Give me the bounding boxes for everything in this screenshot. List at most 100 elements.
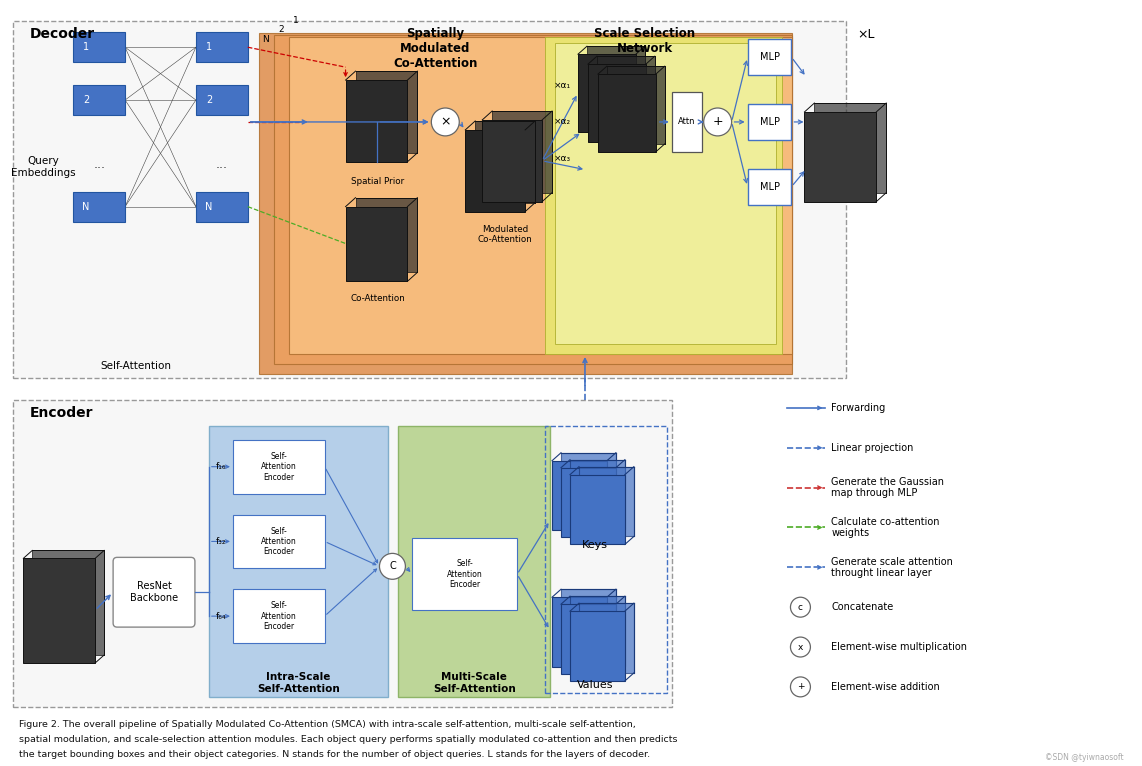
Bar xyxy=(588,64,646,142)
Text: N: N xyxy=(206,201,212,211)
Bar xyxy=(561,589,616,659)
Circle shape xyxy=(379,553,405,579)
Bar xyxy=(73,32,126,62)
Text: ResNet
Backbone: ResNet Backbone xyxy=(130,581,178,603)
Text: Intra-Scale
Self-Attention: Intra-Scale Self-Attention xyxy=(257,672,340,694)
Text: C: C xyxy=(389,561,396,571)
Text: N: N xyxy=(263,34,270,44)
Bar xyxy=(561,453,616,522)
Bar xyxy=(555,43,777,344)
Bar xyxy=(196,85,248,115)
Text: Self-
Attention
Encoder: Self- Attention Encoder xyxy=(447,559,483,589)
Bar xyxy=(671,92,701,152)
Bar xyxy=(598,74,656,152)
Bar xyxy=(346,80,408,162)
Bar xyxy=(804,112,876,201)
Bar xyxy=(552,597,606,667)
Bar xyxy=(475,121,536,203)
Text: c: c xyxy=(798,603,803,612)
Text: MLP: MLP xyxy=(759,182,780,192)
Bar xyxy=(412,538,517,611)
Bar xyxy=(552,460,606,531)
Text: Spatial Prior: Spatial Prior xyxy=(351,177,404,185)
Text: Generate scale attention
throught linear layer: Generate scale attention throught linear… xyxy=(831,557,954,578)
Bar xyxy=(209,426,388,697)
Bar xyxy=(570,611,625,681)
Bar xyxy=(14,400,671,707)
Bar xyxy=(570,460,625,529)
Text: Multi-Scale
Self-Attention: Multi-Scale Self-Attention xyxy=(433,672,515,694)
Text: f₁₆: f₁₆ xyxy=(216,462,226,471)
Bar xyxy=(587,46,645,124)
Bar xyxy=(561,468,616,538)
Text: ×: × xyxy=(440,116,451,129)
Bar xyxy=(259,33,793,374)
Bar xyxy=(73,192,126,221)
Bar xyxy=(399,426,550,697)
Text: x: x xyxy=(798,643,803,652)
Bar xyxy=(748,169,791,205)
Text: Spatially
Modulated
Co-Attention: Spatially Modulated Co-Attention xyxy=(393,28,477,70)
Text: Encoder: Encoder xyxy=(30,406,93,420)
Bar xyxy=(14,21,846,378)
Text: ...: ... xyxy=(94,159,105,172)
Text: ×L: ×L xyxy=(858,28,875,41)
Text: +: + xyxy=(797,683,804,692)
Text: ...: ... xyxy=(216,159,228,172)
Text: MLP: MLP xyxy=(759,117,780,127)
Bar xyxy=(233,440,324,493)
Text: Generate the Gaussian
map through MLP: Generate the Gaussian map through MLP xyxy=(831,476,944,499)
Bar xyxy=(289,38,793,354)
Bar xyxy=(814,103,886,193)
Bar xyxy=(748,39,791,75)
Text: Self-
Attention
Encoder: Self- Attention Encoder xyxy=(260,601,297,631)
Text: Query
Embeddings: Query Embeddings xyxy=(11,156,75,178)
Bar xyxy=(597,56,654,134)
Text: Linear projection: Linear projection xyxy=(831,443,914,453)
Bar xyxy=(579,466,634,536)
Text: 1: 1 xyxy=(206,42,212,52)
Text: Self-
Attention
Encoder: Self- Attention Encoder xyxy=(260,452,297,482)
Text: Values: Values xyxy=(577,680,613,690)
Text: 2: 2 xyxy=(278,25,283,34)
Bar xyxy=(355,71,417,153)
Text: Forwarding: Forwarding xyxy=(831,403,885,413)
Text: 2: 2 xyxy=(206,95,212,105)
Bar xyxy=(545,38,782,354)
Circle shape xyxy=(790,637,811,657)
Text: Calculate co-attention
weights: Calculate co-attention weights xyxy=(831,517,940,538)
Bar xyxy=(748,104,791,140)
Text: 1: 1 xyxy=(83,42,89,52)
Text: Attn: Attn xyxy=(678,117,695,126)
Text: Self-Attention: Self-Attention xyxy=(100,361,171,371)
Circle shape xyxy=(790,677,811,697)
Bar xyxy=(32,551,104,655)
Text: f₃₂: f₃₂ xyxy=(216,537,226,546)
Circle shape xyxy=(432,108,459,136)
Text: ×α₃: ×α₃ xyxy=(554,154,571,163)
Bar xyxy=(578,54,636,132)
Text: ©SDN @tyiwnaosoft: ©SDN @tyiwnaosoft xyxy=(1045,753,1124,761)
Text: ×α₁: ×α₁ xyxy=(554,80,571,90)
Text: ×α₂: ×α₂ xyxy=(554,117,571,126)
Text: Modulated
Co-Attention: Modulated Co-Attention xyxy=(477,224,532,244)
Text: Element-wise addition: Element-wise addition xyxy=(831,682,940,692)
Bar xyxy=(545,426,667,693)
Bar xyxy=(355,198,417,273)
Bar xyxy=(570,596,625,666)
Text: spatial modulation, and scale-selection attention modules. Each object query per: spatial modulation, and scale-selection … xyxy=(19,735,678,744)
Text: 1: 1 xyxy=(292,16,298,25)
Text: Decoder: Decoder xyxy=(30,28,95,41)
Text: f₆₄: f₆₄ xyxy=(216,612,226,620)
Bar xyxy=(346,207,408,281)
Bar xyxy=(196,32,248,62)
Bar xyxy=(23,558,95,663)
Text: N: N xyxy=(82,201,90,211)
Bar xyxy=(492,111,552,193)
Bar xyxy=(196,192,248,221)
Text: Element-wise multiplication: Element-wise multiplication xyxy=(831,642,967,652)
Bar xyxy=(606,66,665,144)
Text: Self-
Attention
Encoder: Self- Attention Encoder xyxy=(260,526,297,556)
Bar xyxy=(73,85,126,115)
Text: Concatenate: Concatenate xyxy=(831,602,894,612)
